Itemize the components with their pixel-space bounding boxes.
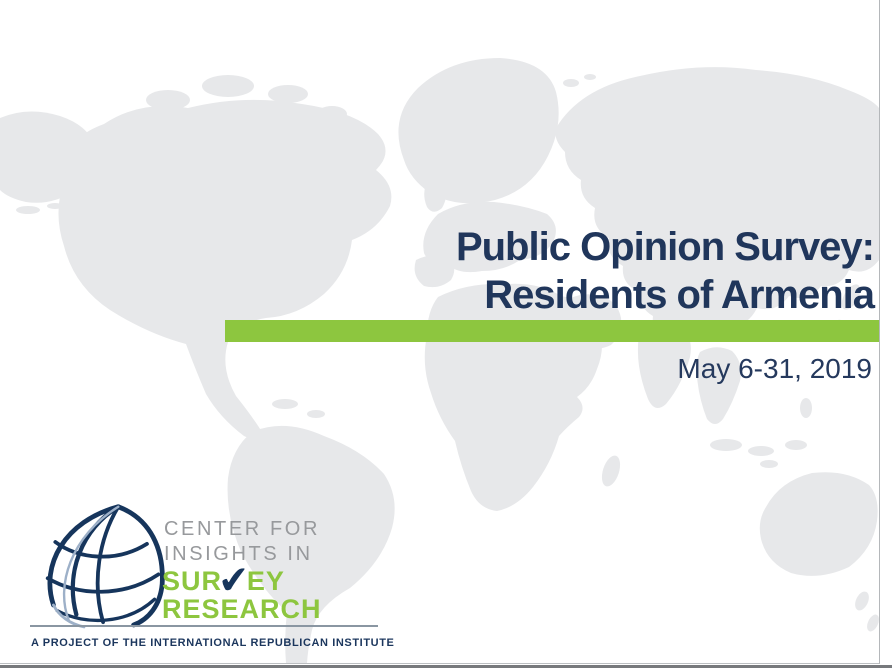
globe-icon (45, 504, 165, 629)
logo-research: RESEARCH (162, 594, 322, 624)
logo-divider (30, 625, 378, 627)
logo-survey: SUR✔EY (162, 558, 285, 604)
title-slide: Public Opinion Survey: Residents of Arme… (0, 0, 880, 664)
title-line-1: Public Opinion Survey: (455, 225, 875, 269)
survey-date: May 6-31, 2019 (677, 353, 872, 384)
bottom-edge-bar (0, 665, 892, 668)
title-line-2: Residents of Armenia (484, 273, 875, 317)
logo-center-for: CENTER FOR (164, 518, 320, 540)
slide-title: Public Opinion Survey: Residents of Arme… (455, 223, 875, 319)
checkmark-icon: ✔ (216, 558, 253, 604)
logo-tagline: A PROJECT OF THE INTERNATIONAL REPUBLICA… (31, 637, 395, 649)
logo-survey-suffix: EY (246, 566, 285, 596)
logo-survey-prefix: SUR (162, 566, 223, 596)
right-gutter (880, 0, 892, 669)
accent-bar (225, 320, 879, 342)
logo-insights-in: INSIGHTS IN (164, 543, 313, 565)
